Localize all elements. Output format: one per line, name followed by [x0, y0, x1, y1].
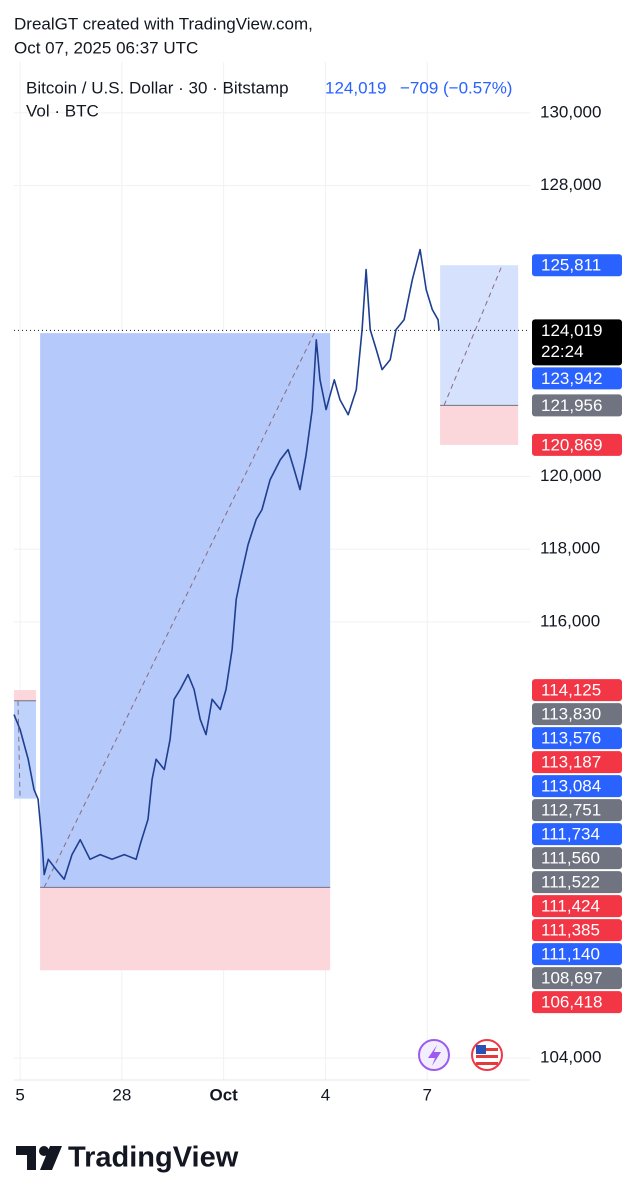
price-badge-label: 112,751 — [541, 801, 601, 820]
flag-stripe — [476, 1055, 498, 1058]
price-badge-label: 111,424 — [541, 897, 600, 916]
logo-mark — [16, 1146, 36, 1170]
price-badge-label: 123,942 — [541, 369, 602, 388]
price-badge-label: 114,125 — [541, 681, 601, 700]
x-tick-label: 5 — [15, 1085, 24, 1104]
y-tick-label: 130,000 — [540, 102, 601, 121]
price-badge — [532, 991, 622, 1014]
price-badge — [532, 394, 622, 417]
lightning-icon[interactable] — [418, 1039, 450, 1071]
price-badge-label: 111,560 — [541, 849, 600, 868]
price-badge — [532, 847, 622, 870]
x-tick-label: Oct — [209, 1085, 238, 1104]
legend-change: −709 (−0.57%) — [400, 78, 512, 97]
price-badge — [532, 967, 622, 990]
price-badge — [532, 823, 622, 846]
flag-icon[interactable] — [471, 1039, 503, 1071]
author: DrealGT created with TradingView.com, — [14, 14, 313, 33]
price-badge — [532, 895, 622, 918]
logo-mark — [40, 1146, 62, 1170]
position-path — [17, 700, 21, 799]
price-badge-label: 108,697 — [541, 969, 602, 988]
target-zone — [40, 333, 331, 888]
price-badge — [532, 254, 622, 277]
price-countdown: 22:24 — [541, 342, 584, 361]
legend-symbol: Bitcoin / U.S. Dollar · 30 · Bitstamp — [26, 78, 289, 97]
price-badge-label: 106,418 — [541, 993, 602, 1012]
flag-stripe — [476, 1062, 498, 1065]
price-badge-label: 113,830 — [541, 705, 601, 724]
stop-zone — [40, 887, 331, 971]
price-badge — [532, 943, 622, 966]
timestamp: Oct 07, 2025 06:37 UTC — [14, 38, 198, 57]
price-badge-label: 124,019 — [541, 321, 602, 340]
price-badge — [532, 703, 622, 726]
price-badge-label: 120,869 — [541, 435, 602, 454]
price-badge-label: 111,734 — [541, 825, 600, 844]
stop-zone — [14, 690, 37, 701]
legend-last: 124,019 — [325, 78, 386, 97]
price-badge-label: 113,576 — [541, 729, 601, 748]
plot — [13, 62, 530, 1080]
price-badge — [532, 775, 622, 798]
price-badge — [532, 319, 622, 366]
x-tick-label: 4 — [321, 1085, 330, 1104]
price-badge-label: 113,187 — [541, 753, 601, 772]
y-tick-label: 118,000 — [540, 539, 600, 558]
price-badge — [532, 367, 622, 390]
price-badge — [532, 727, 622, 750]
legend-volume: Vol · BTC — [26, 101, 99, 120]
position-path — [443, 265, 503, 406]
price-badge-label: 121,956 — [541, 396, 602, 415]
stop-zone — [440, 405, 519, 445]
price-badge — [532, 871, 622, 894]
price-badge — [532, 679, 622, 702]
y-tick-label: 116,000 — [540, 611, 600, 630]
x-tick-label: 28 — [112, 1085, 131, 1104]
brand-logo — [16, 1146, 62, 1170]
price-badge — [532, 433, 622, 456]
price-badge — [532, 919, 622, 942]
price-badge — [532, 799, 622, 822]
x-tick-label: 7 — [422, 1085, 431, 1104]
price-badge-label: 111,522 — [541, 873, 600, 892]
target-zone — [440, 265, 519, 406]
price-line — [13, 248, 440, 881]
price-badge-label: 125,811 — [541, 256, 601, 275]
price-badge-label: 113,084 — [541, 777, 601, 796]
flag-canton — [476, 1045, 486, 1054]
brand-name: TradingView — [68, 1142, 239, 1174]
position-path — [43, 332, 315, 888]
logo-mark — [39, 1146, 49, 1156]
y-tick-label: 120,000 — [540, 466, 601, 485]
flag-stripe — [476, 1048, 498, 1051]
price-badge — [532, 751, 622, 774]
icon-bolt — [428, 1045, 441, 1066]
y-tick-label: 128,000 — [540, 175, 601, 194]
price-badge-label: 111,385 — [541, 921, 600, 940]
y-tick-label: 104,000 — [540, 1048, 601, 1067]
price-badge-label: 111,140 — [541, 945, 600, 964]
